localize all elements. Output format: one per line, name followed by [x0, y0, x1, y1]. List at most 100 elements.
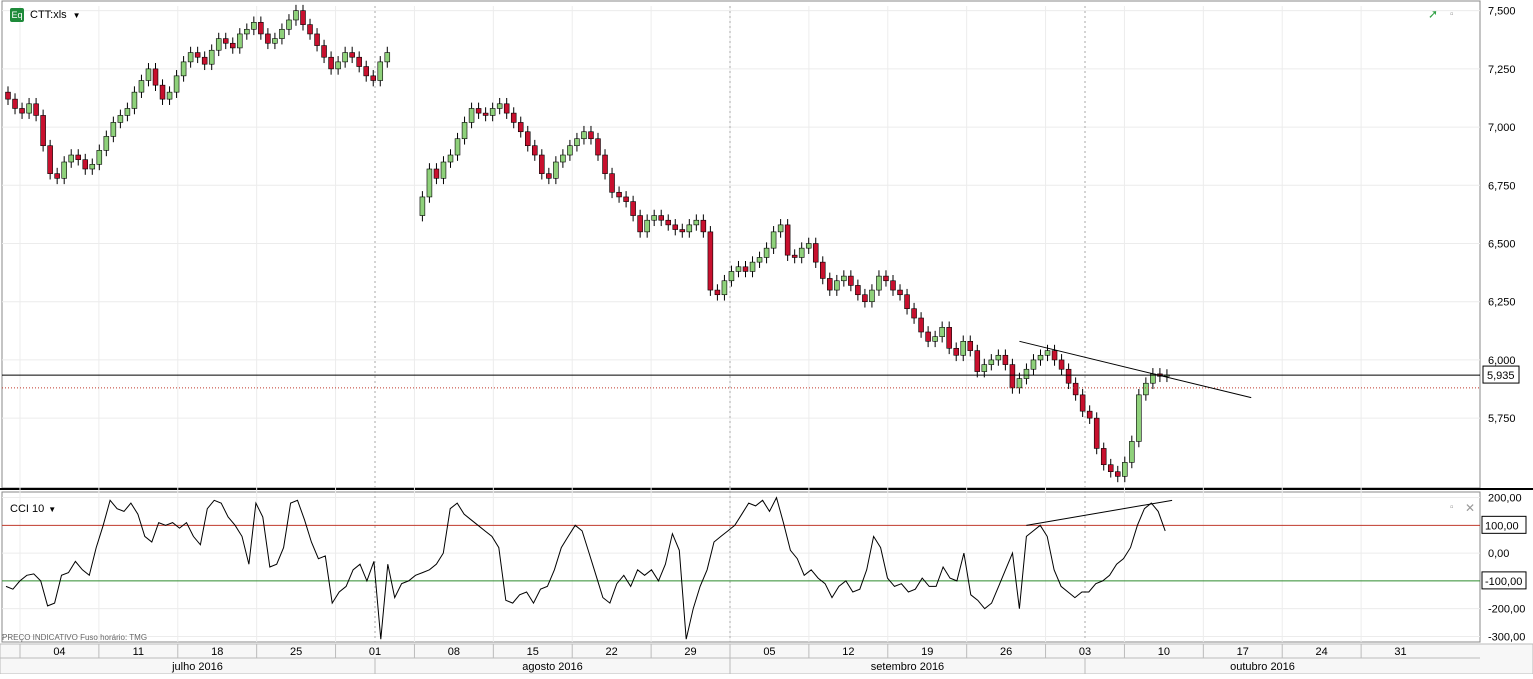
candle-up: [426, 168, 433, 198]
candle-down: [201, 56, 208, 65]
candle-down: [82, 159, 89, 170]
candle-down: [1072, 382, 1079, 396]
candle-up: [61, 161, 67, 179]
candle-up: [939, 327, 945, 337]
x-tick-label: 29: [684, 646, 696, 658]
candle-up: [173, 75, 180, 93]
x-tick-label: 05: [763, 646, 775, 658]
cci-series-line: [5, 496, 1166, 640]
equity-badge-icon: Eq: [10, 8, 24, 22]
candle-up: [756, 257, 763, 263]
x-tick-label: 31: [1394, 646, 1406, 658]
candle-up: [208, 49, 215, 65]
candle-up: [26, 103, 32, 114]
cci-level-box: [1481, 515, 1527, 534]
month-label: setembro 2016: [871, 661, 944, 673]
maximize-icon[interactable]: ▫: [1450, 502, 1454, 513]
candle-up: [440, 161, 447, 179]
chevron-down-icon[interactable]: ▼: [72, 10, 81, 20]
candle-up: [1016, 378, 1023, 389]
candle-down: [911, 308, 917, 319]
candle-up: [644, 219, 650, 233]
x-tick-label: 22: [606, 646, 618, 658]
candle-down: [475, 108, 482, 114]
x-tick-label: 26: [1000, 646, 1012, 658]
candle-down: [925, 331, 931, 342]
x-tick-label: 10: [1158, 646, 1170, 658]
month-label: julho 2016: [171, 661, 223, 673]
candle-down: [630, 201, 636, 216]
candle-down: [1051, 350, 1058, 361]
candle-down: [19, 108, 25, 114]
cci-trendline: [1026, 499, 1173, 526]
cci-level-label: -100,00: [1485, 576, 1522, 588]
candle-up: [272, 38, 278, 44]
candle-down: [482, 112, 489, 116]
candle-up: [454, 138, 461, 156]
candle-up: [377, 61, 384, 81]
candle-down: [588, 131, 594, 140]
candle-down: [1093, 417, 1100, 449]
candle-down: [539, 154, 545, 174]
candle-down: [623, 196, 629, 202]
candle-up: [560, 154, 566, 163]
candle-down: [517, 122, 524, 133]
x-tick-label: 19: [921, 646, 933, 658]
close-icon[interactable]: ✕: [1465, 501, 1476, 515]
price-y-tick-label: 7,000: [1488, 122, 1516, 134]
candle-up: [145, 68, 152, 81]
candle-up: [567, 145, 573, 156]
candle-down: [230, 42, 236, 49]
candle-down: [848, 275, 854, 286]
candle-down: [1058, 359, 1065, 370]
candle-down: [300, 10, 306, 25]
x-tick-label: 08: [448, 646, 460, 658]
price-y-tick-label: 6,750: [1488, 180, 1516, 192]
candle-up: [693, 219, 700, 226]
trend-arrow-icon[interactable]: ➚: [1428, 7, 1439, 21]
candle-up: [419, 196, 426, 216]
chevron-down-icon[interactable]: ▼: [48, 504, 57, 514]
candle-up: [1129, 441, 1135, 463]
candle-down: [602, 154, 608, 174]
maximize-icon[interactable]: ▫: [1450, 9, 1454, 20]
candle-down: [1100, 448, 1107, 466]
price-y-tick-label: 7,500: [1488, 6, 1516, 18]
candle-down: [433, 168, 440, 179]
instrument-symbol[interactable]: CTT:xls: [30, 9, 67, 21]
candle-up: [1143, 382, 1149, 396]
x-tick-label: 04: [53, 646, 65, 658]
candle-down: [503, 103, 510, 114]
candle-down: [510, 112, 517, 123]
candle-up: [876, 275, 882, 291]
candle-up: [763, 247, 770, 258]
candle-up: [279, 28, 285, 39]
candle-up: [770, 231, 777, 249]
x-tick-label: 11: [133, 646, 144, 658]
candle-down: [1079, 394, 1086, 412]
candle-down: [314, 33, 320, 46]
price-y-tick-label: 6,500: [1488, 239, 1516, 251]
candle-down: [152, 68, 159, 86]
candle-up: [1122, 462, 1128, 477]
candle-down: [532, 145, 538, 156]
indicator-label[interactable]: CCI 10: [10, 503, 45, 515]
candle-down: [546, 173, 552, 179]
candle-down: [363, 66, 369, 77]
candle-up: [981, 364, 988, 372]
candle-down: [742, 266, 749, 272]
candle-down: [714, 289, 721, 296]
candle-down: [855, 285, 861, 296]
candle-up: [138, 80, 145, 93]
candle-down: [1065, 368, 1072, 384]
candle-down: [349, 52, 355, 58]
candle-down: [356, 56, 362, 67]
candle-up: [447, 154, 454, 163]
candle-down: [967, 341, 974, 351]
candle-up: [686, 224, 693, 233]
candle-up: [1136, 394, 1142, 442]
candle-down: [918, 317, 924, 333]
cci-y-tick-label: 0,00: [1488, 548, 1509, 560]
price-y-tick-label: 6,000: [1488, 355, 1516, 367]
candle-down: [159, 84, 166, 100]
